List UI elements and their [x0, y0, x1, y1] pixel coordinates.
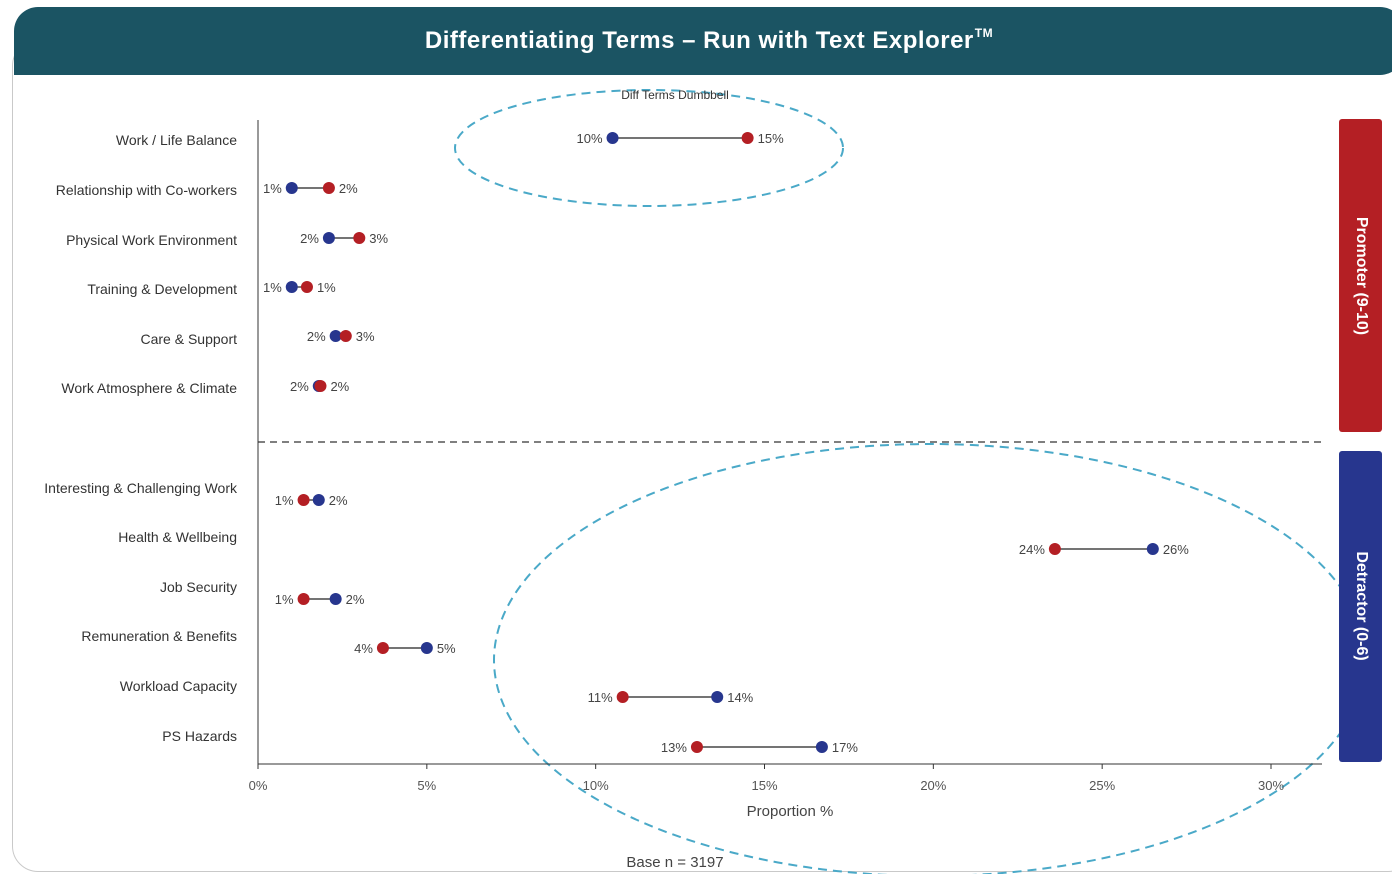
dumbbell-row: Health & Wellbeing 24% 26% — [118, 529, 1189, 557]
group-box-fill — [1339, 451, 1382, 762]
header-banner: Differentiating Terms – Run with Text Ex… — [14, 7, 1392, 75]
promoter-point — [339, 330, 352, 342]
detractor-value-label: 14% — [727, 690, 753, 705]
group-box-label: Detractor (0-6) — [1353, 551, 1370, 660]
promoter-point — [741, 132, 754, 144]
x-tick-label: 20% — [920, 778, 946, 793]
x-axis-title: Proportion % — [747, 803, 834, 820]
dumbbell-row: Work / Life Balance 10% 15% — [116, 131, 784, 148]
x-tick-label: 5% — [417, 778, 436, 793]
category-label: Health & Wellbeing — [118, 529, 237, 545]
detractor-point — [322, 232, 335, 244]
rows-layer: Work / Life Balance 10% 15% Relationship wi… — [44, 131, 1189, 755]
x-tick-label: 10% — [583, 778, 609, 793]
detractor-point — [711, 691, 724, 703]
category-label: Work Atmosphere & Climate — [61, 380, 237, 396]
promoter-value-label: 24% — [1019, 542, 1045, 557]
detractor-point — [329, 593, 342, 605]
detractor-point — [420, 642, 433, 654]
category-label: Relationship with Co-workers — [56, 182, 237, 198]
category-label: Work / Life Balance — [116, 132, 237, 148]
chart-card — [12, 40, 1392, 872]
detractor-point — [815, 741, 828, 753]
chart-title: Diff Terms Dumbbell — [621, 88, 729, 102]
promoter-point — [314, 380, 327, 392]
promoter-point — [297, 494, 310, 506]
dumbbell-row: Physical Work Environment 2% 3% — [66, 231, 388, 248]
dumbbell-row: Training & Development 1% 1% — [87, 280, 336, 297]
promoter-value-label: 3% — [369, 231, 388, 246]
detractor-point — [312, 494, 325, 506]
group-box-fill — [1339, 119, 1382, 432]
detractor-value-label: 10% — [577, 131, 603, 146]
promoter-value-label: 2% — [339, 181, 358, 196]
dumbbell-row: Care & Support 2% 3% — [141, 329, 376, 347]
highlight-ellipse-bottom — [493, 443, 1367, 874]
promoter-point — [297, 593, 310, 605]
group-layer: Promoter (9-10) Detractor (0-6) — [1339, 119, 1382, 762]
promoter-point — [1048, 543, 1061, 555]
promoter-point — [616, 691, 629, 703]
promoter-value-label: 2% — [330, 379, 349, 394]
detractor-value-label: 2% — [290, 379, 309, 394]
detractor-point — [329, 330, 342, 342]
promoter-group-box: Promoter (9-10) — [1339, 119, 1382, 432]
detractor-value-label: 26% — [1163, 542, 1189, 557]
dumbbell-row: PS Hazards 13% 17% — [162, 728, 858, 755]
detractor-point — [285, 182, 298, 194]
promoter-point — [376, 642, 389, 654]
title-text: Differentiating Terms – Run with Text Ex… — [424, 27, 974, 54]
dumbbell-row: Work Atmosphere & Climate 2% 2% — [61, 379, 349, 396]
promoter-value-label: 15% — [758, 131, 784, 146]
promoter-value-label: 3% — [356, 329, 375, 344]
highlight-layer — [454, 89, 1367, 874]
promoter-value-label: 1% — [317, 280, 336, 295]
promoter-point — [322, 182, 335, 194]
dumbbell-row: Relationship with Co-workers 1% 2% — [56, 181, 358, 198]
detractor-group-box: Detractor (0-6) — [1339, 451, 1382, 762]
base-note: Base n = 3197 — [626, 854, 723, 871]
detractor-value-label: 5% — [437, 641, 456, 656]
axes-layer: Diff Terms Dumbbell 0% 5% 10% 15% 20% 25% 30% — [249, 88, 1322, 793]
promoter-point — [690, 741, 703, 753]
dumbbell-row: Remuneration & Benefits 4% 5% — [81, 628, 456, 656]
category-label: Care & Support — [141, 331, 238, 347]
detractor-point — [606, 132, 619, 144]
x-tick-label: 30% — [1258, 778, 1284, 793]
detractor-value-label: 2% — [307, 329, 326, 344]
detractor-value-label: 2% — [329, 493, 348, 508]
promoter-point — [353, 232, 366, 244]
detractor-value-label: 1% — [263, 280, 282, 295]
promoter-value-label: 1% — [275, 592, 294, 607]
detractor-value-label: 2% — [300, 231, 319, 246]
category-label: Physical Work Environment — [66, 232, 237, 248]
highlight-ellipse-top — [454, 89, 844, 207]
dumbbell-row: Job Security 1% 2% — [160, 579, 365, 607]
promoter-point — [300, 281, 313, 293]
detractor-value-label: 1% — [263, 181, 282, 196]
x-tick-label: 25% — [1089, 778, 1115, 793]
trademark-mark: TM — [974, 26, 994, 40]
detractor-point — [1146, 543, 1159, 555]
group-box-label: Promoter (9-10) — [1353, 217, 1370, 335]
category-label: Interesting & Challenging Work — [44, 480, 238, 496]
dumbbell-row: Workload Capacity 11% 14% — [120, 678, 754, 705]
page-title: Differentiating Terms – Run with Text Ex… — [14, 7, 1392, 75]
x-tick-label: 15% — [751, 778, 777, 793]
category-label: PS Hazards — [162, 728, 237, 744]
detractor-value-label: 2% — [346, 592, 365, 607]
promoter-value-label: 11% — [588, 690, 613, 705]
promoter-value-label: 13% — [661, 740, 687, 755]
category-label: Job Security — [160, 579, 237, 595]
dumbbell-row: Interesting & Challenging Work 1% 2% — [44, 480, 348, 508]
category-label: Workload Capacity — [120, 678, 237, 694]
category-label: Training & Development — [87, 281, 237, 297]
detractor-value-label: 17% — [832, 740, 858, 755]
category-label: Remuneration & Benefits — [81, 628, 237, 644]
promoter-value-label: 4% — [354, 641, 373, 656]
detractor-point — [285, 281, 298, 293]
x-tick-label: 0% — [249, 778, 268, 793]
promoter-value-label: 1% — [275, 493, 294, 508]
